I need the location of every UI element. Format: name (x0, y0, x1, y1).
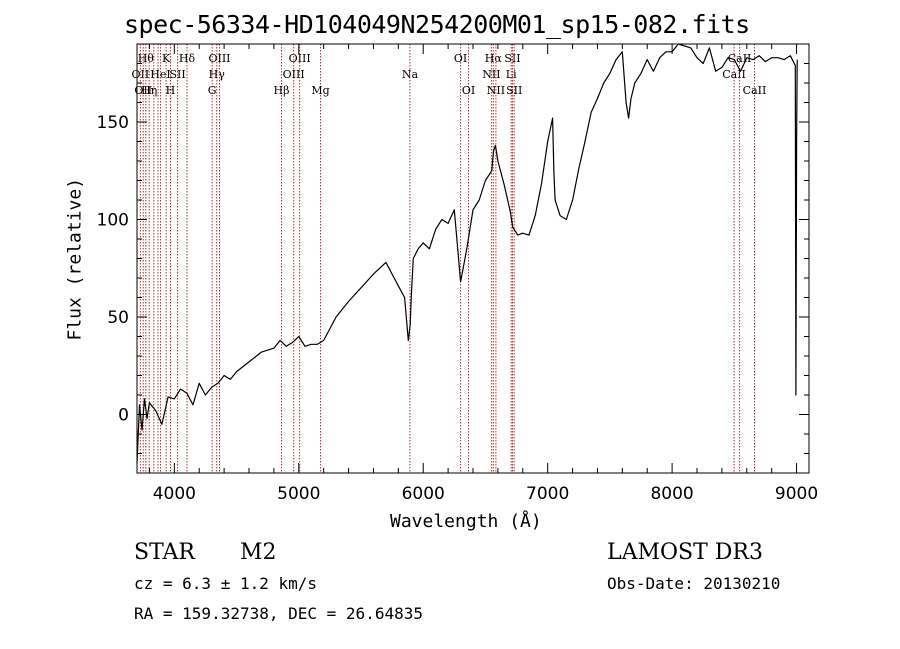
plot-frame (136, 43, 810, 474)
line-marker-label-15: OIII (283, 68, 305, 81)
line-marker-label-18: Na (402, 68, 419, 81)
x-tick-label-2: 6000 (402, 484, 445, 504)
survey-name: LAMOST DR3 (607, 540, 763, 565)
object-subclass: M2 (240, 540, 277, 565)
line-marker-label-19: OI (454, 52, 467, 65)
spectrum-line (136, 43, 798, 464)
line-marker-label-29: CaII (743, 84, 767, 97)
line-marker-label-3: Hη (141, 84, 157, 97)
line-marker-label-27: CaII (722, 68, 746, 81)
y-tick-label-3: 150 (97, 113, 129, 133)
line-marker-label-14: Hβ (274, 84, 290, 97)
x-tick-label-1: 5000 (277, 484, 320, 504)
line-marker-label-8: H (166, 84, 176, 97)
line-marker-label-22: Hα (485, 52, 503, 65)
line-marker-label-9: SII (169, 68, 185, 81)
x-tick-label-3: 7000 (526, 484, 569, 504)
ra-dec-coordinates: RA = 159.32738, DEC = 26.64835 (134, 604, 423, 623)
redshift-cz: cz = 6.3 ± 1.2 km/s (134, 574, 318, 593)
line-marker-label-17: Mg (311, 84, 329, 97)
line-marker-label-10: Hδ (179, 52, 196, 65)
chart-title: spec-56334-HD104049N254200M01_sp15-082.f… (124, 10, 750, 39)
line-marker-label-21: NII (482, 68, 500, 81)
line-marker-label-2: Hθ (138, 52, 155, 65)
y-tick-label-1: 50 (107, 308, 129, 328)
x-tick-label-4: 8000 (650, 484, 693, 504)
y-tick-label-0: 0 (118, 406, 129, 426)
x-axis-label: Wavelength (Å) (390, 511, 542, 532)
line-marker-label-23: NII (487, 84, 505, 97)
line-marker-label-13: OIII (208, 52, 230, 65)
line-marker-label-25: SII (504, 52, 520, 65)
observation-date: Obs-Date: 20130210 (607, 574, 781, 593)
line-marker-label-11: G (208, 84, 217, 97)
x-tick-label-5: 9000 (775, 484, 818, 504)
x-tick-label-0: 4000 (153, 484, 196, 504)
line-marker-label-20: OI (462, 84, 475, 97)
line-marker-label-12: Hγ (209, 68, 226, 81)
line-marker-label-24: Li (506, 68, 517, 81)
line-marker-label-1: OII (134, 84, 152, 97)
line-marker-label-6: HeI (150, 68, 170, 81)
line-marker-label-16: OIII (289, 52, 311, 65)
y-tick-label-2: 100 (97, 211, 129, 231)
object-type: STAR (134, 540, 195, 565)
line-marker-label-7: K (162, 52, 171, 65)
line-marker-label-26: SII (506, 84, 522, 97)
y-axis-label: Flux (relative) (64, 177, 86, 341)
line-marker-label-0: OII (132, 68, 150, 81)
